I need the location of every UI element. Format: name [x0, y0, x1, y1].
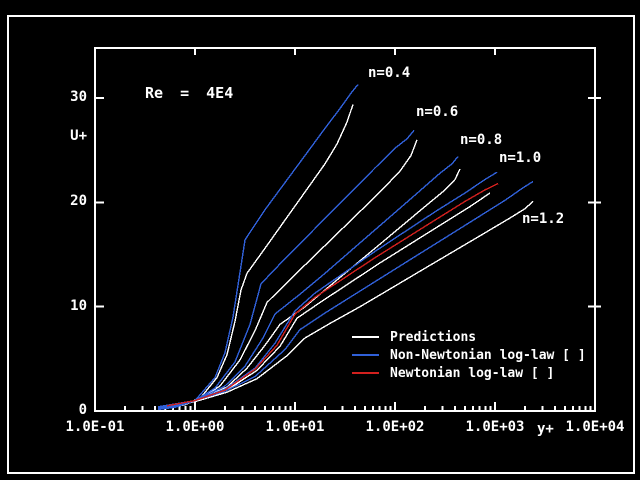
x-tick-label: 1.0E+03	[465, 419, 525, 435]
y-tick-label: 20	[70, 193, 87, 210]
legend-row: Predictions	[352, 328, 586, 346]
y-axis-title: U+	[70, 128, 87, 144]
curve-annotation: n=0.6	[416, 104, 459, 120]
y-tick-label: 0	[78, 402, 87, 418]
x-tick-label: 1.0E+01	[265, 419, 325, 435]
legend-label: Non-Newtonian log-law [ ]	[390, 347, 586, 363]
curve-annotation: n=0.4	[368, 65, 411, 81]
curve-non-newtonian-log-law-n0.8	[157, 156, 459, 409]
x-tick-label: 1.0E-01	[65, 419, 125, 435]
legend-line-swatch	[352, 354, 379, 356]
legend-label: Newtonian log-law [ ]	[390, 365, 555, 381]
curve-predictions-n0.4	[164, 104, 354, 410]
curve-non-newtonian-log-law-n0.4	[157, 84, 359, 411]
y-tick-label: 10	[70, 297, 87, 314]
legend-line-swatch	[352, 372, 379, 374]
x-tick-label: 1.0E+00	[165, 419, 225, 435]
curve-non-newtonian-log-law-n1	[157, 171, 498, 408]
x-tick-label: 1.0E+04	[565, 419, 625, 435]
legend-label: Predictions	[390, 329, 477, 345]
legend: Predictions Non-Newtonian log-law [ ] Newt…	[352, 328, 586, 382]
plot-box	[94, 47, 596, 412]
x-tick-label: 1.0E+02	[365, 419, 425, 435]
curve-non-newtonian-log-law-n1.2	[157, 180, 534, 408]
curve-annotation: n=1.0	[499, 150, 542, 166]
legend-line-swatch	[352, 336, 379, 338]
curve-newtonian-log-law-n1	[166, 182, 499, 407]
curve-annotation: n=1.2	[522, 211, 565, 227]
y-tick-label: 30	[70, 89, 87, 106]
outer-frame	[7, 15, 635, 474]
curves	[157, 84, 534, 411]
x-axis-title: y+	[537, 421, 554, 437]
legend-row: Newtonian log-law [ ]	[352, 364, 586, 382]
axes	[94, 47, 601, 412]
curve-predictions-n1.2	[164, 200, 534, 408]
curve-annotation: n=0.8	[460, 132, 503, 148]
legend-row: Non-Newtonian log-law [ ]	[352, 346, 586, 364]
reynolds-annotation: Re = 4E4	[145, 84, 234, 102]
